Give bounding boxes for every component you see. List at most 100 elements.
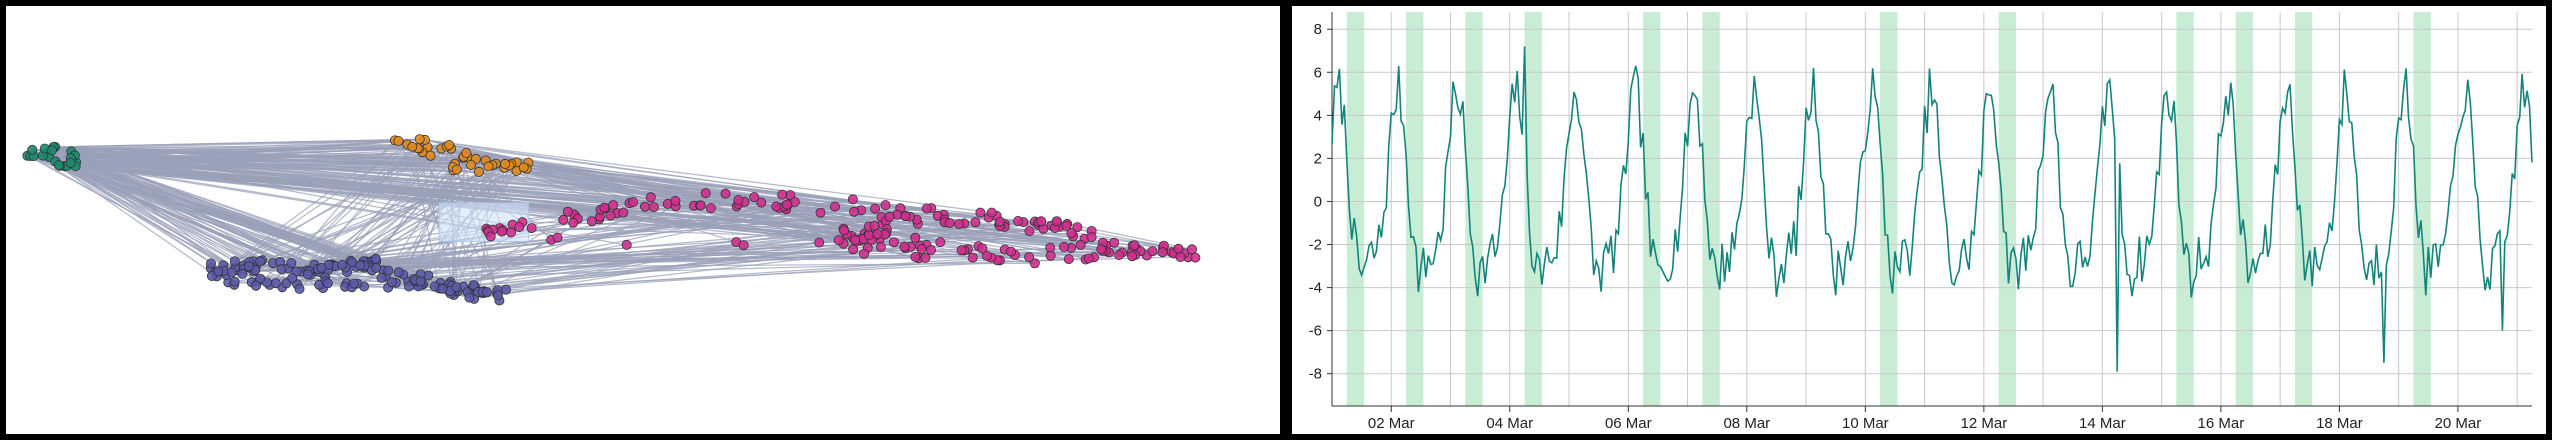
graph-node[interactable] [496, 226, 507, 237]
graph-node[interactable] [1173, 243, 1184, 254]
graph-node[interactable] [1024, 226, 1035, 237]
graph-node[interactable] [294, 283, 305, 294]
graph-node[interactable] [705, 203, 716, 214]
graph-node[interactable] [386, 277, 397, 288]
graph-node[interactable] [514, 222, 525, 233]
graph-node[interactable] [648, 202, 659, 213]
graph-node[interactable] [1086, 232, 1097, 243]
graph-node[interactable] [1109, 237, 1120, 248]
graph-node[interactable] [1059, 241, 1070, 252]
graph-node[interactable] [995, 216, 1006, 227]
graph-node[interactable] [982, 250, 993, 261]
graph-node[interactable] [270, 278, 281, 289]
graph-node[interactable] [451, 282, 462, 293]
graph-node[interactable] [921, 203, 932, 214]
graph-node[interactable] [1187, 244, 1198, 255]
graph-node[interactable] [229, 256, 240, 267]
graph-node[interactable] [916, 243, 927, 254]
graph-node[interactable] [348, 278, 359, 289]
graph-node[interactable] [302, 269, 313, 280]
graph-node[interactable] [316, 262, 327, 273]
graph-node[interactable] [473, 166, 484, 177]
graph-node[interactable] [586, 216, 597, 227]
graph-node[interactable] [875, 241, 886, 252]
graph-node[interactable] [756, 197, 767, 208]
graph-node[interactable] [558, 214, 569, 225]
graph-node[interactable] [415, 276, 426, 287]
graph-node[interactable] [935, 237, 946, 248]
graph-node[interactable] [1083, 253, 1094, 264]
graph-node[interactable] [562, 206, 573, 217]
graph-node[interactable] [900, 211, 911, 222]
graph-node[interactable] [720, 188, 731, 199]
graph-node[interactable] [483, 161, 494, 172]
graph-node[interactable] [229, 276, 240, 287]
graph-node[interactable] [393, 135, 404, 146]
graph-node[interactable] [237, 268, 248, 279]
graph-node[interactable] [599, 202, 610, 213]
graph-node[interactable] [250, 280, 261, 291]
graph-node[interactable] [738, 240, 749, 251]
graph-node[interactable] [618, 207, 629, 218]
graph-node[interactable] [414, 134, 425, 145]
graph-node[interactable] [65, 157, 76, 168]
graph-node[interactable] [1036, 216, 1047, 227]
graph-node[interactable] [944, 217, 955, 228]
graph-node[interactable] [830, 201, 841, 212]
graph-node[interactable] [1075, 239, 1086, 250]
graph-node[interactable] [47, 145, 58, 156]
graph-node[interactable] [910, 232, 921, 243]
graph-node[interactable] [492, 290, 503, 301]
graph-node[interactable] [880, 200, 891, 211]
graph-node[interactable] [393, 267, 404, 278]
graph-node[interactable] [850, 235, 861, 246]
graph-node[interactable] [1175, 251, 1186, 262]
graph-node[interactable] [1006, 246, 1017, 257]
graph-node[interactable] [1190, 252, 1201, 263]
graph-node[interactable] [628, 197, 639, 208]
graph-node[interactable] [1157, 247, 1168, 258]
graph-node[interactable] [355, 260, 366, 271]
graph-node[interactable] [526, 223, 537, 234]
graph-node[interactable] [371, 262, 382, 273]
graph-node[interactable] [485, 231, 496, 242]
graph-node[interactable] [1114, 249, 1125, 260]
graph-node[interactable] [621, 239, 632, 250]
graph-node[interactable] [749, 192, 760, 203]
graph-node[interactable] [848, 244, 859, 255]
graph-node[interactable] [870, 203, 881, 214]
graph-node[interactable] [899, 241, 910, 252]
graph-node[interactable] [670, 195, 681, 206]
graph-node[interactable] [970, 217, 981, 228]
graph-node[interactable] [967, 252, 978, 263]
graph-node[interactable] [1129, 240, 1140, 251]
graph-node[interactable] [444, 139, 455, 150]
graph-node[interactable] [839, 225, 850, 236]
graph-node[interactable] [975, 207, 986, 218]
timeseries-panel[interactable]: 8 6 4 2 0 -2 -4 -6 -8 02 Mar 04 Mar 06 Mar 08 Mar 10 … [1292, 6, 2546, 434]
graph-node[interactable] [370, 253, 381, 264]
graph-node[interactable] [53, 160, 64, 171]
graph-node[interactable] [977, 243, 988, 254]
graph-node[interactable] [910, 251, 921, 262]
graph-node[interactable] [1051, 216, 1062, 227]
graph-node[interactable] [213, 266, 224, 277]
graph-node[interactable] [884, 211, 895, 222]
graph-node[interactable] [465, 159, 476, 170]
graph-node[interactable] [1072, 222, 1083, 233]
graph-node[interactable] [1127, 251, 1138, 262]
graph-node[interactable] [464, 292, 475, 303]
graph-node[interactable] [287, 272, 298, 283]
graph-node[interactable] [1063, 254, 1074, 265]
graph-node[interactable] [849, 206, 860, 217]
graph-node[interactable] [695, 200, 706, 211]
graph-node[interactable] [782, 199, 793, 210]
graph-node[interactable] [500, 284, 511, 295]
graph-node[interactable] [451, 164, 462, 175]
graph-node[interactable] [733, 194, 744, 205]
graph-node[interactable] [337, 259, 348, 270]
graph-node[interactable] [645, 192, 656, 203]
graph-node[interactable] [605, 210, 616, 221]
graph-node[interactable] [847, 194, 858, 205]
graph-node[interactable] [322, 278, 333, 289]
